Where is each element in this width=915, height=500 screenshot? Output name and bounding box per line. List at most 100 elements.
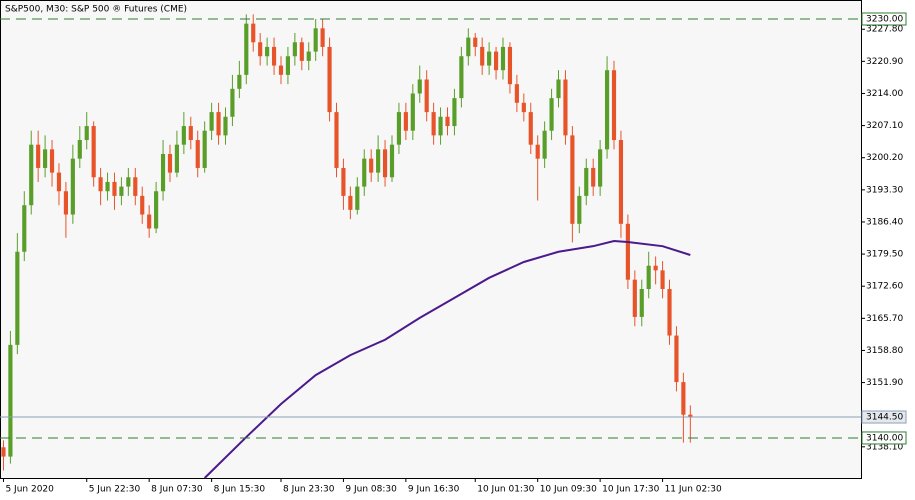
x-tick-label: 10 Jun 09:30 bbox=[540, 485, 597, 495]
candle-body bbox=[521, 102, 526, 113]
candle-body bbox=[209, 112, 214, 131]
candle-body bbox=[507, 46, 513, 85]
candle-body bbox=[688, 414, 693, 418]
candle-body bbox=[549, 98, 554, 131]
candle-body bbox=[230, 88, 235, 117]
candle-body bbox=[119, 186, 124, 196]
current-price-label: 3144.50 bbox=[866, 413, 903, 423]
x-tick-label: 8 Jun 15:30 bbox=[214, 485, 266, 495]
candle-body bbox=[493, 51, 499, 71]
candle-body bbox=[29, 144, 34, 206]
candle-body bbox=[480, 46, 485, 66]
candle-body bbox=[49, 149, 55, 173]
candle-body bbox=[77, 140, 82, 159]
level-label-box bbox=[861, 12, 907, 26]
candle-body bbox=[376, 149, 381, 173]
x-tick-label: 11 Jun 02:30 bbox=[665, 485, 722, 495]
candle-body bbox=[403, 112, 408, 131]
y-tick-label: 3207.10 bbox=[866, 121, 903, 131]
candle-body bbox=[604, 70, 610, 150]
candle-body bbox=[195, 140, 200, 168]
candle-body bbox=[306, 51, 311, 61]
candle-body bbox=[56, 172, 62, 192]
candle-body bbox=[632, 279, 637, 317]
candle-body bbox=[362, 158, 367, 187]
moving-average bbox=[203, 240, 691, 479]
candle-body bbox=[674, 335, 679, 383]
x-tick-label: 10 Jun 17:30 bbox=[602, 485, 659, 495]
candle-body bbox=[611, 70, 617, 141]
candle-body bbox=[299, 42, 304, 61]
candle-body bbox=[285, 56, 291, 75]
candle-body bbox=[63, 191, 68, 215]
candle-body bbox=[348, 195, 353, 210]
candle-body bbox=[133, 177, 138, 196]
level-label: 3230.00 bbox=[866, 14, 903, 24]
x-tick-label: 5 Jun 2020 bbox=[5, 485, 54, 495]
x-tick-label: 5 Jun 22:30 bbox=[89, 485, 141, 495]
candle-body bbox=[396, 112, 402, 145]
candle-body bbox=[216, 112, 221, 136]
candle-body bbox=[202, 130, 207, 168]
candle-body bbox=[36, 144, 41, 168]
candle-body bbox=[237, 74, 242, 89]
y-tick-label: 3200.20 bbox=[866, 153, 903, 163]
candle-body bbox=[369, 158, 374, 173]
candle-body bbox=[15, 251, 20, 345]
candle-body bbox=[126, 177, 131, 187]
candle-body bbox=[452, 98, 457, 127]
candle-body bbox=[570, 135, 575, 224]
candle-body bbox=[466, 37, 471, 57]
candle-body bbox=[382, 149, 388, 178]
candle-body bbox=[514, 84, 519, 103]
candle-body bbox=[174, 144, 179, 173]
candle-body bbox=[584, 167, 589, 196]
candle-body bbox=[22, 205, 27, 252]
candle-body bbox=[327, 46, 332, 113]
candle-body bbox=[320, 28, 325, 47]
candle-body bbox=[251, 23, 256, 43]
plot-area bbox=[0, 0, 862, 479]
candle-body bbox=[431, 112, 436, 136]
x-tick-label: 9 Jun 08:30 bbox=[345, 485, 397, 495]
candle-body bbox=[417, 79, 422, 94]
y-tick-label: 3165.70 bbox=[866, 314, 903, 324]
candle-body bbox=[438, 116, 443, 136]
candle-body bbox=[563, 79, 568, 136]
candle-body bbox=[154, 191, 159, 229]
candle-body bbox=[84, 126, 89, 141]
candle-body bbox=[639, 288, 644, 317]
candle-body bbox=[188, 126, 193, 141]
candle-body bbox=[181, 126, 186, 145]
candle-body bbox=[112, 181, 117, 196]
candle-body bbox=[487, 51, 492, 66]
candle-body bbox=[105, 181, 110, 192]
candle-body bbox=[598, 149, 603, 187]
candle-body bbox=[265, 46, 270, 57]
candle-body bbox=[667, 288, 672, 336]
candle-body bbox=[223, 116, 228, 136]
candle-body bbox=[500, 46, 506, 71]
candle-body bbox=[244, 23, 249, 75]
candle-body bbox=[1, 447, 6, 457]
x-tick-label: 9 Jun 16:30 bbox=[408, 485, 460, 495]
candle-body bbox=[43, 149, 48, 168]
candle-body bbox=[577, 195, 582, 224]
x-tick-label: 8 Jun 07:30 bbox=[151, 485, 203, 495]
candle-body bbox=[98, 177, 103, 192]
candle-body bbox=[70, 158, 75, 215]
candle-body bbox=[459, 56, 464, 99]
candle-body bbox=[160, 153, 166, 192]
candle-body bbox=[618, 140, 624, 224]
candle-body bbox=[278, 65, 284, 75]
candle-body bbox=[167, 153, 173, 173]
level-label-box bbox=[861, 431, 907, 445]
candle-body bbox=[341, 167, 346, 196]
candle-body bbox=[660, 270, 665, 289]
candle-body bbox=[313, 28, 318, 52]
candle-body bbox=[140, 195, 145, 215]
candle-body bbox=[147, 214, 152, 229]
candle-body bbox=[591, 167, 596, 187]
candle-body bbox=[646, 265, 651, 289]
y-tick-label: 3151.90 bbox=[866, 378, 903, 388]
